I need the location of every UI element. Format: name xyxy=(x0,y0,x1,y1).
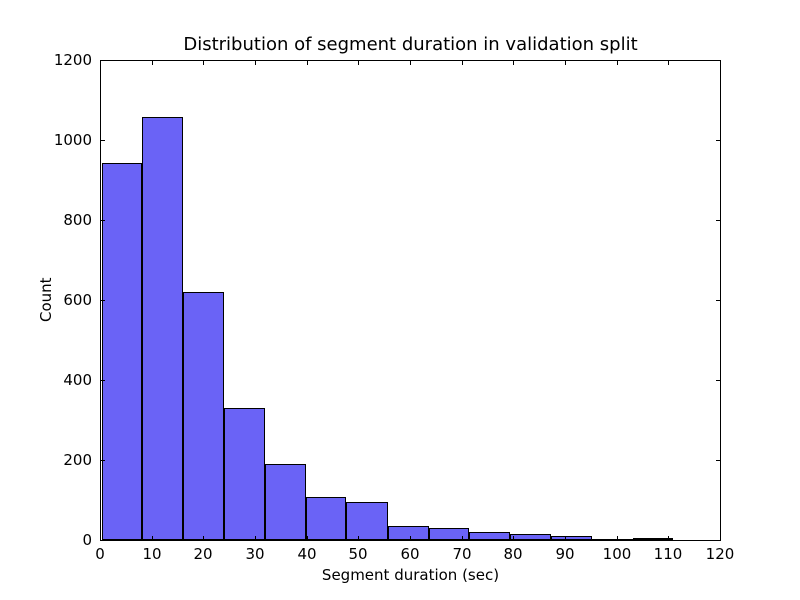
x-tick-label: 80 xyxy=(503,545,523,563)
x-tick-top xyxy=(152,61,153,65)
x-tick xyxy=(462,536,463,540)
x-tick-label: 90 xyxy=(555,545,575,563)
y-tick-right xyxy=(716,460,720,461)
y-tick xyxy=(101,220,105,221)
x-tick-label: 70 xyxy=(452,545,472,563)
x-tick-label: 40 xyxy=(297,545,317,563)
x-tick xyxy=(565,536,566,540)
y-tick xyxy=(101,460,105,461)
x-tick xyxy=(668,536,669,540)
histogram-bar xyxy=(101,162,143,540)
x-tick xyxy=(617,536,618,540)
x-tick xyxy=(513,536,514,540)
histogram-bar xyxy=(591,539,633,541)
x-tick-label: 10 xyxy=(142,545,162,563)
x-tick-label: 20 xyxy=(193,545,213,563)
y-tick-right xyxy=(716,300,720,301)
y-tick-label: 400 xyxy=(63,371,92,389)
x-axis-label: Segment duration (sec) xyxy=(321,566,500,584)
x-tick xyxy=(100,536,101,540)
y-tick xyxy=(101,140,105,141)
histogram-bar xyxy=(428,528,470,540)
x-tick-top xyxy=(565,61,566,65)
histogram-bar xyxy=(346,502,388,540)
x-tick xyxy=(410,536,411,540)
x-tick xyxy=(203,536,204,540)
x-tick-label: 60 xyxy=(400,545,420,563)
histogram-bar xyxy=(551,536,592,540)
x-tick-label: 50 xyxy=(348,545,368,563)
histogram-bar xyxy=(142,117,184,540)
x-tick-top xyxy=(668,61,669,65)
y-tick-right xyxy=(716,60,720,61)
x-tick-top xyxy=(410,61,411,65)
y-tick-label: 800 xyxy=(63,211,92,229)
x-tick-top xyxy=(720,61,721,65)
x-tick-top xyxy=(100,61,101,65)
y-tick-right xyxy=(716,540,720,541)
histogram-bar xyxy=(632,538,674,540)
histogram-bar xyxy=(305,496,347,540)
y-tick-label: 200 xyxy=(63,451,92,469)
x-tick xyxy=(358,536,359,540)
x-tick-label: 120 xyxy=(705,545,735,563)
y-tick-right xyxy=(716,380,720,381)
x-tick-label: 0 xyxy=(95,545,105,563)
x-tick-top xyxy=(462,61,463,65)
y-tick-right xyxy=(716,140,720,141)
x-tick xyxy=(720,536,721,540)
histogram-bar xyxy=(469,532,511,540)
histogram-bar xyxy=(264,464,306,540)
histogram-bar xyxy=(387,525,429,540)
histogram-bar xyxy=(183,291,224,540)
histogram-bar xyxy=(510,534,551,540)
x-tick-label: 110 xyxy=(653,545,683,563)
x-tick-top xyxy=(203,61,204,65)
y-tick-right xyxy=(716,220,720,221)
histogram-bar xyxy=(224,408,265,540)
x-tick-top xyxy=(307,61,308,65)
x-tick-top xyxy=(513,61,514,65)
y-tick-label: 1000 xyxy=(53,131,92,149)
x-tick xyxy=(255,536,256,540)
y-tick xyxy=(101,380,105,381)
y-axis-label: Count xyxy=(37,277,55,323)
x-tick xyxy=(152,536,153,540)
x-tick xyxy=(307,536,308,540)
y-tick xyxy=(101,60,105,61)
x-tick-label: 30 xyxy=(245,545,265,563)
chart-title: Distribution of segment duration in vali… xyxy=(183,34,638,55)
x-tick-top xyxy=(358,61,359,65)
y-tick xyxy=(101,540,105,541)
y-tick-label: 1200 xyxy=(53,51,92,69)
y-tick-label: 600 xyxy=(63,291,92,309)
x-tick-label: 100 xyxy=(602,545,632,563)
x-tick-top xyxy=(255,61,256,65)
y-tick-label: 0 xyxy=(82,531,92,549)
x-tick-top xyxy=(617,61,618,65)
y-tick xyxy=(101,300,105,301)
